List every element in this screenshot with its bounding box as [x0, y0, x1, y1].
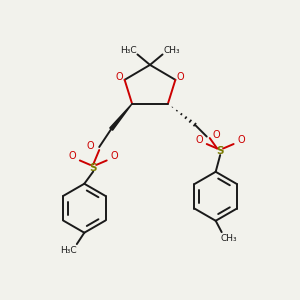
Text: O: O [68, 151, 76, 161]
Text: O: O [237, 134, 245, 145]
Polygon shape [110, 104, 132, 130]
Text: O: O [110, 151, 118, 161]
Text: O: O [177, 72, 184, 82]
Text: O: O [212, 130, 220, 140]
Text: CH₃: CH₃ [163, 46, 180, 55]
Text: H₃C: H₃C [61, 246, 77, 255]
Text: O: O [196, 134, 203, 145]
Text: S: S [89, 163, 97, 173]
Text: CH₃: CH₃ [221, 234, 237, 243]
Text: O: O [86, 140, 94, 151]
Text: S: S [216, 146, 224, 157]
Text: O: O [116, 72, 123, 82]
Text: H₃C: H₃C [120, 46, 137, 55]
